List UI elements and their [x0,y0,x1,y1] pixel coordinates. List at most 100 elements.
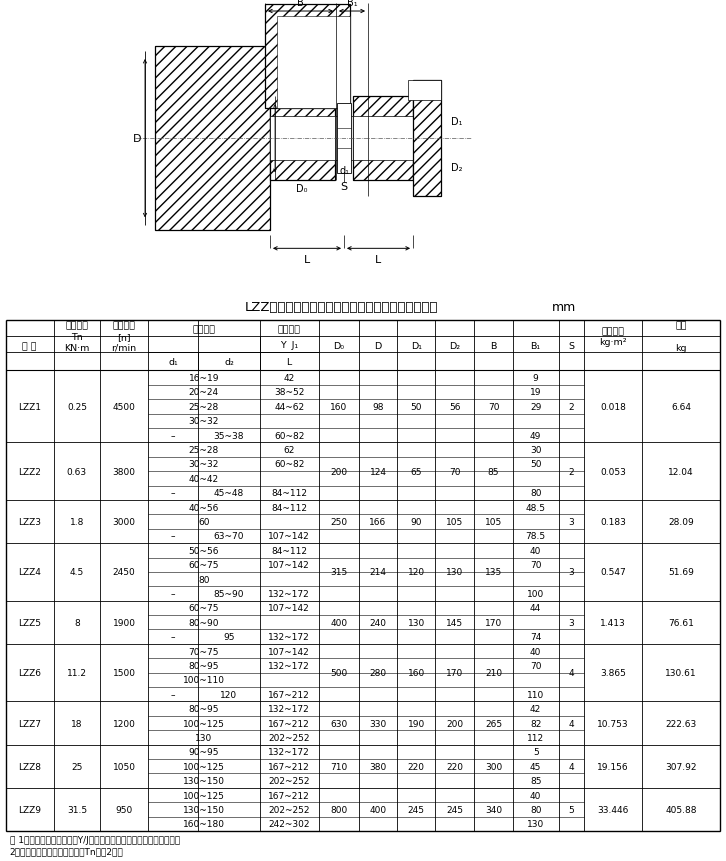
Text: 202~252: 202~252 [269,777,310,785]
Text: 6.64: 6.64 [672,402,691,412]
Text: 8: 8 [74,618,80,627]
Text: LZZ5: LZZ5 [18,618,41,627]
Bar [277,17,350,109]
Text: 19: 19 [530,388,542,397]
Text: 28.09: 28.09 [669,517,694,526]
Text: 130: 130 [195,733,213,742]
Text: 105: 105 [485,517,502,526]
Text: 245: 245 [446,805,463,814]
Text: 85~90: 85~90 [213,589,244,598]
Text: 340: 340 [485,805,502,814]
Text: 112: 112 [527,733,544,742]
Text: 56: 56 [449,402,460,412]
Text: 78.5: 78.5 [526,532,546,541]
Text: 85: 85 [488,468,499,476]
Text: 25: 25 [71,762,83,771]
Text: 40: 40 [530,790,542,800]
Text: LZZ4: LZZ4 [18,567,41,577]
Text: 2450: 2450 [113,567,136,577]
Bar [353,117,413,161]
Text: 70: 70 [449,468,460,476]
Text: 65: 65 [410,468,422,476]
Text: 48.5: 48.5 [526,503,546,512]
Text: D₁: D₁ [451,116,462,127]
Text: 200: 200 [446,719,463,728]
Text: 76.61: 76.61 [668,618,694,627]
Text: 80: 80 [198,575,210,584]
Text: S: S [340,182,348,192]
Text: 51.69: 51.69 [668,567,694,577]
Text: 84~112: 84~112 [272,489,307,498]
Text: 40: 40 [530,546,542,555]
Bar [353,97,413,181]
Text: 42: 42 [530,704,542,713]
Text: 202~252: 202~252 [269,733,310,742]
Text: 50: 50 [530,460,542,469]
Text: 167~212: 167~212 [269,790,310,800]
Text: 0.63: 0.63 [67,468,87,476]
Text: 30~32: 30~32 [189,460,219,469]
Text: 280: 280 [370,668,387,678]
Text: 1500: 1500 [113,668,136,678]
Text: 33.446: 33.446 [597,805,629,814]
Text: 200: 200 [330,468,348,476]
Text: 135: 135 [485,567,502,577]
Text: 170: 170 [485,618,502,627]
Text: 许用转速
[n]
r/min: 许用转速 [n] r/min [112,321,136,353]
Text: 10.753: 10.753 [597,719,629,728]
Text: 800: 800 [330,805,348,814]
Text: 145: 145 [446,618,463,627]
Text: 0.25: 0.25 [67,402,87,412]
Text: 84~112: 84~112 [272,546,307,555]
Text: 3800: 3800 [113,468,136,476]
Text: 12.04: 12.04 [669,468,694,476]
Text: 2：短时过载不得超过公称转矩Tn値的2倍。: 2：短时过载不得超过公称转矩Tn値的2倍。 [9,846,123,856]
Text: B: B [490,342,497,350]
Text: 30~32: 30~32 [189,417,219,426]
Text: 9: 9 [533,374,539,382]
Text: 710: 710 [330,762,348,771]
Text: 166: 166 [370,517,387,526]
Text: mm: mm [552,300,576,313]
Text: 100~125: 100~125 [183,719,225,728]
Text: 0.547: 0.547 [600,567,626,577]
Text: –: – [171,532,176,541]
Text: 4: 4 [568,668,574,678]
Text: 25~28: 25~28 [189,445,219,455]
Text: 1.8: 1.8 [70,517,84,526]
Text: 60: 60 [198,517,210,526]
Text: 60~75: 60~75 [189,561,219,569]
Text: 214: 214 [370,567,386,577]
Text: –: – [171,690,176,699]
Text: 80~90: 80~90 [189,618,219,627]
Text: 315: 315 [330,567,348,577]
Text: 100~110: 100~110 [183,676,225,684]
Text: 160: 160 [407,668,425,678]
Text: 130.61: 130.61 [666,668,697,678]
Text: 380: 380 [370,762,387,771]
Bar [337,104,351,174]
Text: 242~302: 242~302 [269,820,310,828]
Text: d₂: d₂ [224,357,234,367]
Text: 120: 120 [221,690,237,699]
Text: 132~172: 132~172 [269,661,310,670]
Text: 307.92: 307.92 [666,762,697,771]
Text: 45~48: 45~48 [214,489,244,498]
Text: Y  J₁: Y J₁ [280,340,298,350]
Text: d₁: d₁ [340,166,350,176]
Text: D₀: D₀ [333,342,344,350]
Text: 29: 29 [530,402,542,412]
Text: 245: 245 [408,805,425,814]
Text: 70: 70 [488,402,499,412]
Text: L: L [287,357,292,367]
Bar [353,97,413,181]
Text: 40: 40 [530,647,542,656]
Text: D₂: D₂ [451,163,462,173]
Text: 20~24: 20~24 [189,388,219,397]
Text: 3: 3 [568,517,574,526]
Text: 70~75: 70~75 [189,647,219,656]
Text: 107~142: 107~142 [269,532,310,541]
Text: 500: 500 [330,668,348,678]
Text: 62: 62 [284,445,295,455]
Text: 1900: 1900 [113,618,136,627]
